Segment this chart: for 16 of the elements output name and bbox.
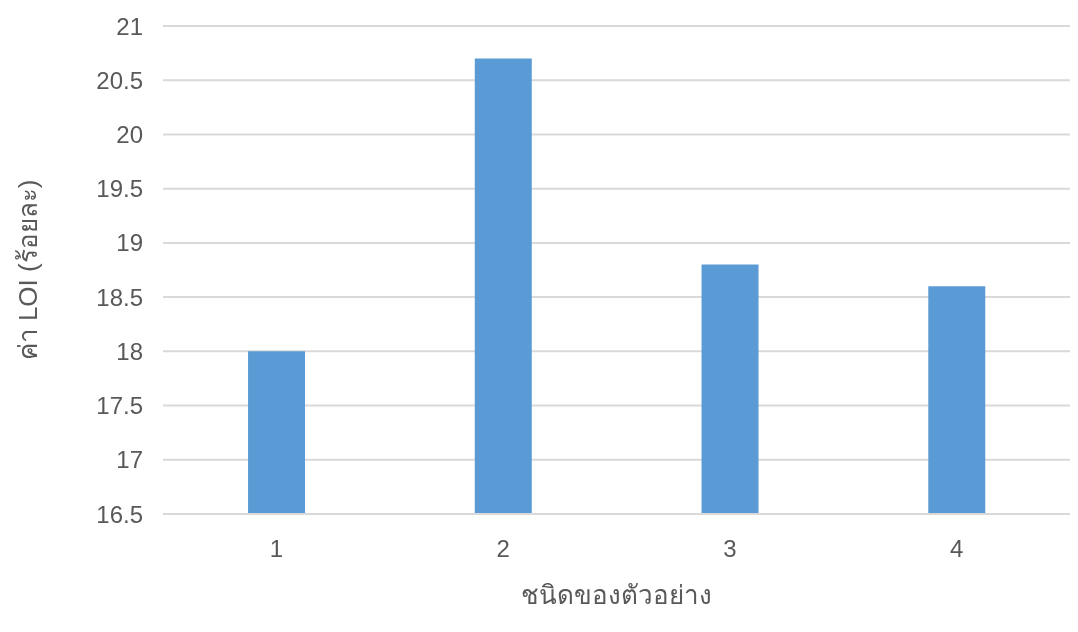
y-axis-title: ค่า LOI (ร้อยละ)	[13, 179, 44, 361]
y-tick-label: 20.5	[96, 66, 143, 94]
y-tick-label: 17	[116, 446, 143, 474]
x-tick-label: 1	[269, 535, 284, 563]
y-tick-label: 18	[116, 337, 143, 365]
y-tick-label: 20	[116, 120, 143, 148]
x-axis-title: ชนิดของตัวอย่าง	[521, 580, 712, 610]
y-tick-label: 19	[116, 229, 143, 257]
y-tick-label: 16.5	[96, 500, 143, 528]
y-tick-label: 17.5	[96, 392, 143, 420]
x-tick-label: 3	[723, 535, 737, 563]
y-tick-label: 18.5	[96, 283, 143, 311]
y-tick-label: 21	[116, 12, 143, 40]
x-tick-label: 4	[949, 535, 964, 563]
x-tick-label: 2	[496, 535, 510, 563]
y-tick-label: 19.5	[96, 175, 143, 203]
